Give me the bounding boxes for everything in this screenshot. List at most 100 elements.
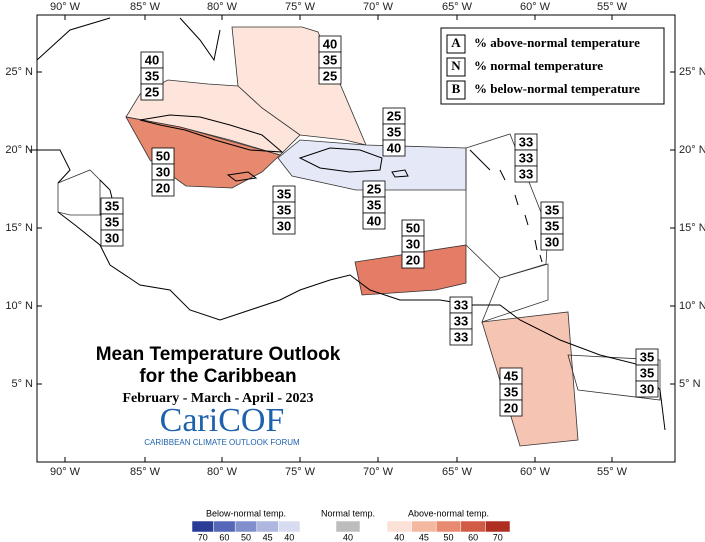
probability: 50 <box>406 220 420 235</box>
probability: 30 <box>406 236 420 251</box>
key-box <box>440 27 665 105</box>
probability: 40 <box>387 140 401 155</box>
region-suriname <box>567 354 661 401</box>
longitude-label: 70° W <box>363 1 394 13</box>
probability: 25 <box>323 68 337 83</box>
probability: 30 <box>156 164 170 179</box>
key-letter-box <box>446 80 466 100</box>
legend-swatch <box>386 520 412 533</box>
legend-swatch <box>411 520 437 533</box>
latitude-label: 20° N <box>679 144 705 156</box>
legend-swatch <box>435 520 462 533</box>
probability: 25 <box>367 181 381 196</box>
probability: 35 <box>323 52 337 67</box>
coastline <box>469 149 543 263</box>
probability-box <box>100 229 124 247</box>
probability: 33 <box>519 150 533 165</box>
subtitle: for the Caribbean <box>139 366 296 387</box>
region-leeward <box>465 133 549 279</box>
probability: 40 <box>323 36 337 51</box>
latitude-label: 5° N <box>11 378 33 390</box>
logo: CariCOF <box>160 402 285 439</box>
legend-tick: 70 <box>198 532 208 542</box>
legend-tick: 45 <box>263 532 273 542</box>
probability: 35 <box>105 198 119 213</box>
region-trinidad <box>481 263 549 323</box>
latitude-label: 15° N <box>5 222 33 234</box>
longitude-label: 90° W <box>50 1 81 13</box>
legend-swatch <box>460 520 486 533</box>
probability: 33 <box>454 297 468 312</box>
latitude-label: 15° N <box>679 222 705 234</box>
legend-swatch <box>213 520 236 533</box>
latitude-label: 5° N <box>679 378 701 390</box>
key-letter: A <box>451 35 461 50</box>
probability: 35 <box>545 202 559 217</box>
longitude-label: 60° W <box>520 1 551 13</box>
probability: 40 <box>367 213 381 228</box>
legend-tick: 60 <box>219 532 229 542</box>
key-letter-box <box>446 34 466 54</box>
longitude-label: 65° W <box>442 466 473 478</box>
legend-tick: 50 <box>241 532 251 542</box>
legend-tick: 40 <box>284 532 294 542</box>
coastline <box>36 17 284 153</box>
title: Mean Temperature Outlook <box>96 344 341 365</box>
region-venezuela-coast <box>354 244 467 296</box>
probability-box <box>140 83 164 101</box>
probability-box <box>499 399 523 417</box>
longitude-label: 80° W <box>207 1 238 13</box>
legend-swatch <box>485 520 511 533</box>
legend-tick: 50 <box>443 532 453 542</box>
probability-box <box>540 233 564 251</box>
probability: 50 <box>156 148 170 163</box>
probability: 30 <box>545 234 559 249</box>
probability: 35 <box>387 124 401 139</box>
probability: 35 <box>367 197 381 212</box>
probability: 35 <box>640 365 654 380</box>
probability: 25 <box>387 108 401 123</box>
probability-box <box>362 212 386 230</box>
probability-box <box>382 139 406 157</box>
longitude-label: 75° W <box>285 1 316 13</box>
longitude-label: 55° W <box>597 1 628 13</box>
probability: 33 <box>454 329 468 344</box>
probability: 35 <box>105 214 119 229</box>
legend-tick: 40 <box>394 532 404 542</box>
logo-caption: CARIBBEAN CLIMATE OUTLOOK FORUM <box>144 438 300 447</box>
longitude-label: 85° W <box>130 1 161 13</box>
legend-swatch <box>335 520 361 533</box>
latitude-label: 10° N <box>679 300 705 312</box>
probability-box <box>151 179 175 197</box>
longitude-label: 90° W <box>50 466 81 478</box>
legend-swatch <box>191 520 214 533</box>
probability: 35 <box>640 349 654 364</box>
probability: 35 <box>145 68 159 83</box>
legend-title: Below-normal temp. <box>206 508 286 518</box>
probability: 45 <box>504 368 518 383</box>
longitude-label: 55° W <box>597 466 628 478</box>
key-letter: B <box>452 81 461 96</box>
probability-box <box>272 217 296 235</box>
probability: 40 <box>145 52 159 67</box>
probability: 35 <box>277 186 291 201</box>
probability: 25 <box>145 84 159 99</box>
legend-title: Normal temp. <box>321 508 375 518</box>
legend-tick: 45 <box>419 532 429 542</box>
key-letter: N <box>451 58 461 73</box>
legend-swatch <box>234 520 258 533</box>
legend-swatch <box>278 520 301 533</box>
longitude-label: 80° W <box>207 466 238 478</box>
probability: 33 <box>454 313 468 328</box>
key-text: % below-normal temperature <box>474 81 640 96</box>
legend-title: Above-normal temp. <box>408 508 489 518</box>
longitude-label: 60° W <box>520 466 551 478</box>
latitude-label: 25° N <box>679 66 705 78</box>
probability-box <box>401 251 425 269</box>
coastline <box>226 147 409 182</box>
legend-swatch <box>256 520 279 533</box>
probability: 33 <box>519 166 533 181</box>
probability-box <box>635 380 659 398</box>
probability: 30 <box>277 218 291 233</box>
